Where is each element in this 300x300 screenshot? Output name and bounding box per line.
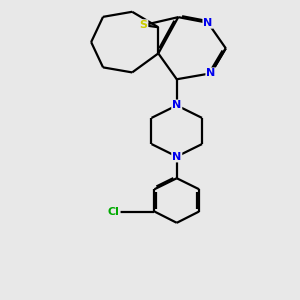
Text: N: N (172, 152, 182, 161)
Text: N: N (172, 100, 182, 110)
Text: N: N (206, 68, 216, 78)
Text: N: N (203, 18, 213, 28)
Text: S: S (140, 20, 148, 30)
Text: Cl: Cl (108, 206, 120, 217)
